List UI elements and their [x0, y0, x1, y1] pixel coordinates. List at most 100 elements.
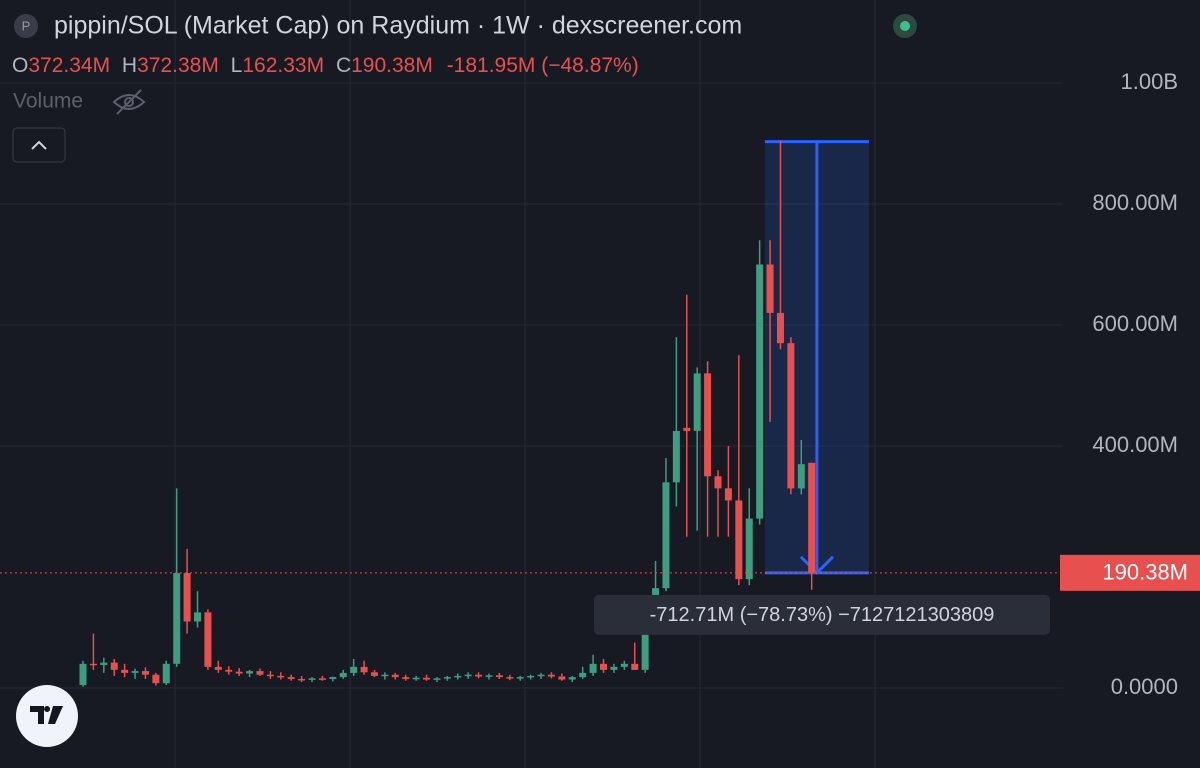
- candle-body: [329, 677, 337, 679]
- candle-body: [100, 662, 108, 666]
- candle-body: [683, 427, 691, 431]
- candle-body: [131, 671, 139, 673]
- legend-l: L: [231, 54, 243, 77]
- candle-body: [89, 663, 97, 666]
- candle-body: [110, 662, 118, 670]
- status-dot: [900, 21, 910, 31]
- candle-body: [745, 518, 753, 580]
- candle-body: [766, 264, 774, 313]
- collapse-icon: [31, 140, 47, 150]
- candle-body: [298, 678, 306, 681]
- candle-body: [568, 677, 576, 680]
- y-tick-label: 0.0000: [1111, 674, 1178, 699]
- candle-body: [214, 666, 222, 670]
- candle-body: [162, 663, 170, 684]
- legend-open: 372.34M: [28, 54, 110, 77]
- candle-body: [641, 612, 649, 670]
- candle-body: [79, 663, 87, 685]
- candle-body: [495, 675, 503, 678]
- candle-body: [235, 671, 243, 674]
- candle-body: [194, 612, 202, 622]
- legend-close: 190.38M: [351, 54, 433, 77]
- last-price-label: 190.38M: [1102, 560, 1188, 585]
- legend-c: C: [336, 54, 351, 77]
- collapse-button[interactable]: [12, 127, 66, 163]
- candles: [79, 140, 816, 687]
- candle-body: [620, 663, 628, 667]
- legend-low: 162.33M: [242, 54, 324, 77]
- y-tick-label: 1.00B: [1121, 69, 1179, 94]
- candle-body: [506, 677, 514, 679]
- overlay: 190.38M -712.71M (−78.73%) −7127121303809: [0, 554, 1200, 635]
- candle-body: [318, 678, 326, 680]
- candle-body: [662, 482, 670, 589]
- token-icon: [14, 14, 38, 38]
- candle-body: [464, 674, 472, 677]
- candle-body: [714, 476, 722, 489]
- legend-h: H: [122, 54, 137, 77]
- candle-body: [756, 264, 764, 519]
- ohlc-legend: O372.34M H372.38M L162.33M C190.38M -181…: [12, 54, 639, 77]
- candle-body: [443, 677, 451, 679]
- measure-tooltip: [594, 594, 1050, 635]
- candle-body: [672, 430, 680, 483]
- candle-body: [579, 672, 587, 678]
- candle-body: [600, 663, 607, 670]
- last-price-box: [1060, 554, 1200, 591]
- legend-high: 372.38M: [137, 54, 219, 77]
- candle-body: [776, 312, 784, 344]
- candle-body: [141, 671, 149, 675]
- tv-logo-mark: [30, 706, 63, 724]
- tv-logo[interactable]: [16, 685, 78, 747]
- candle-body: [610, 666, 618, 670]
- candle-body: [485, 675, 493, 677]
- hide-icon[interactable]: [112, 89, 146, 115]
- candle-body: [287, 677, 295, 679]
- candle-body: [704, 373, 712, 477]
- candle-body: [547, 674, 555, 677]
- grid: 0.0000 400.00M 600.00M 800.00M 1.00B: [0, 69, 1178, 699]
- legend-change: -181.95M (−48.87%): [447, 54, 639, 77]
- candle-body: [370, 672, 378, 676]
- candle-body: [277, 675, 285, 678]
- candle-body: [423, 677, 431, 680]
- candle-body: [350, 666, 358, 673]
- candle-body: [204, 612, 212, 667]
- y-tick-label: 600.00M: [1092, 311, 1178, 336]
- measure-label: -712.71M (−78.73%) −7127121303809: [650, 604, 995, 626]
- candle-body: [454, 675, 462, 678]
- candle-body: [527, 675, 535, 678]
- y-tick-label: 800.00M: [1092, 190, 1178, 215]
- candle-body: [735, 500, 743, 580]
- candle-body: [402, 677, 410, 679]
- measure-tool: [764, 140, 869, 575]
- candle-body: [475, 674, 483, 677]
- candle-body: [516, 677, 524, 679]
- candle-body: [246, 671, 254, 674]
- candle-body: [173, 573, 181, 664]
- candle-body: [724, 488, 732, 501]
- candle-body: [339, 672, 347, 678]
- candle-body: [152, 674, 160, 684]
- candle-body: [558, 676, 566, 680]
- candle-body: [631, 663, 639, 670]
- candle-body: [537, 674, 545, 677]
- candle-body: [183, 573, 191, 622]
- candle-body: [360, 666, 368, 673]
- legend-o: O: [12, 54, 28, 77]
- candle-body: [808, 462, 816, 573]
- candle-body: [412, 677, 420, 680]
- candle-body: [693, 373, 701, 431]
- y-tick-label: 400.00M: [1092, 432, 1178, 457]
- candle-body: [121, 669, 129, 673]
- candle-body: [225, 669, 233, 672]
- token-icon-letter: P: [22, 18, 31, 33]
- candle-body: [797, 464, 805, 489]
- volume-label: Volume: [13, 90, 83, 113]
- candle-body: [433, 678, 441, 680]
- candle-body: [391, 674, 399, 678]
- chart-title: pippin/SOL (Market Cap) on Raydium · 1W …: [54, 12, 742, 40]
- candle-body: [256, 671, 264, 675]
